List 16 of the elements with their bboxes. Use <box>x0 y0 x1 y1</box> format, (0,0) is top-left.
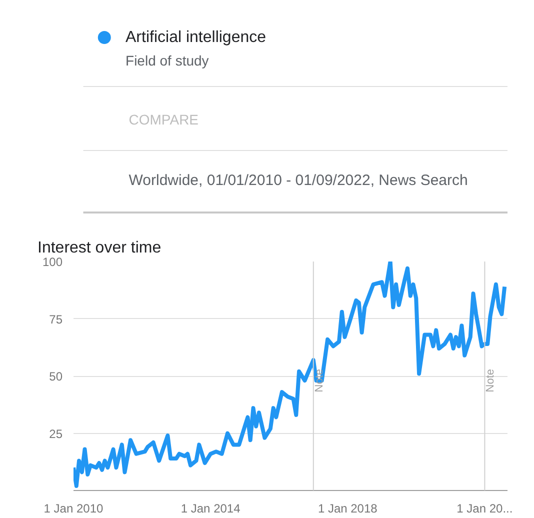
ref-line-label: Note <box>484 368 497 392</box>
x-tick-label: 1 Jan 20... <box>456 502 513 516</box>
text: COMPARE <box>128 112 199 128</box>
chart-subtitle: Worldwide, 01/01/2010 - 01/09/2022, News Search <box>128 172 468 189</box>
chart-title: Interest over time <box>38 240 162 256</box>
legend-label: Artificial intelligence <box>126 29 266 46</box>
x-tick-label: 1 Jan 2014 <box>180 502 241 516</box>
y-tick-label: 75 <box>49 312 63 326</box>
x-tick-label: 1 Jan 2010 <box>44 502 104 516</box>
y-tick-label: 50 <box>49 370 63 384</box>
x-tick-label: 1 Jan 2018 <box>318 502 378 516</box>
y-tick-label: 100 <box>42 255 63 269</box>
y-tick-label: 25 <box>49 426 63 441</box>
line-series <box>74 262 507 488</box>
ref-line-label: Note <box>313 368 326 392</box>
text: Field of study <box>126 52 209 68</box>
